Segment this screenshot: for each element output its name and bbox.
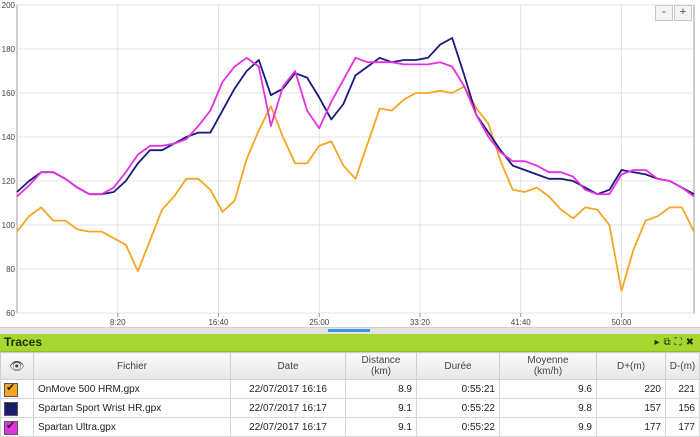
y-tick-label: 140 — [2, 133, 16, 142]
trace-moyenne: 9.8 — [499, 398, 597, 418]
x-tick-label: 25:00 — [309, 318, 330, 327]
table-row[interactable]: ✔ Spartan Sport Wrist HR.gpx 22/07/2017 16… — [0, 398, 700, 418]
y-tick-label: 60 — [6, 309, 15, 318]
trace-file: OnMove 500 HRM.gpx — [33, 379, 231, 399]
column-dplus[interactable]: D+(m) — [596, 352, 666, 380]
zoom-out-button[interactable]: - — [655, 5, 673, 21]
column-distance[interactable]: Distance (km) — [345, 352, 417, 380]
close-icon[interactable]: ✖ — [685, 337, 694, 348]
column-dminus[interactable]: D-(m) — [665, 352, 700, 380]
x-tick-label: 8:20 — [110, 318, 126, 327]
trace-dplus: 220 — [596, 379, 666, 399]
trace-distance: 8.9 — [345, 379, 417, 399]
trace-moyenne: 9.6 — [499, 379, 597, 399]
expand-icon[interactable]: ⛶ — [674, 337, 682, 348]
eye-icon: 👁 — [9, 359, 25, 373]
pin-icon[interactable]: ▸ — [654, 337, 660, 348]
trace-duree: 0:55:21 — [416, 379, 500, 399]
series-line-1 — [16, 85, 695, 292]
chart-svg: 60 80 100 120 140 160 180 200 8:20 16:40 25:00 33:2… — [2, 1, 695, 327]
trace-visibility-cell[interactable]: ✔ — [0, 379, 34, 399]
column-duree[interactable]: Durée — [416, 352, 500, 380]
trace-color-swatch[interactable]: ✔ — [4, 419, 18, 435]
panel-header-icons: ▸ ⧉ ⛶ ✖ — [654, 337, 694, 348]
x-tick-label: 33:20 — [410, 318, 431, 327]
y-tick-label: 200 — [2, 1, 16, 10]
heart-rate-chart[interactable]: 60 80 100 120 140 160 180 200 8:20 16:40 25:00 33:2… — [0, 0, 700, 327]
detach-icon[interactable]: ⧉ — [663, 337, 671, 348]
x-tick-label: 16:40 — [208, 318, 229, 327]
trace-date: 22/07/2017 16:16 — [230, 379, 346, 399]
y-tick-label: 160 — [2, 89, 16, 98]
column-moyenne[interactable]: Moyenne (km/h) — [499, 352, 597, 380]
y-tick-label: 80 — [6, 265, 15, 274]
traces-panel-header: Traces ▸ ⧉ ⛶ ✖ — [0, 334, 700, 352]
trace-duree: 0:55:22 — [416, 398, 500, 418]
trace-dplus: 157 — [596, 398, 666, 418]
trace-date: 22/07/2017 16:17 — [230, 398, 346, 418]
trace-file: Spartan Sport Wrist HR.gpx — [33, 398, 231, 418]
splitter-grip[interactable] — [328, 329, 370, 332]
visibility-column-header[interactable]: 👁 — [0, 352, 34, 380]
trace-dminus: 156 — [665, 398, 700, 418]
y-tick-label: 180 — [2, 45, 16, 54]
traces-table: 👁 Fichier Date Distance (km) Durée Moyenn… — [0, 352, 700, 437]
checkbox-checked-icon: ✔ — [6, 400, 16, 413]
series-line-3 — [16, 56, 695, 198]
zoom-controls: - + — [654, 5, 692, 21]
distance-unit: (km) — [371, 366, 391, 377]
checkbox-checked-icon: ✔ — [6, 381, 16, 394]
trace-color-swatch[interactable]: ✔ — [4, 400, 18, 416]
traces-panel-title: Traces — [4, 335, 43, 349]
distance-label: Distance — [361, 355, 401, 366]
checkbox-checked-icon: ✔ — [6, 419, 16, 432]
trace-visibility-cell[interactable]: ✔ — [0, 417, 34, 437]
table-row[interactable]: ✔ OnMove 500 HRM.gpx 22/07/2017 16:16 8.9 0:… — [0, 379, 700, 399]
trace-dminus: 221 — [665, 379, 700, 399]
trace-color-swatch[interactable]: ✔ — [4, 381, 18, 397]
y-tick-label: 100 — [2, 221, 16, 230]
x-tick-label: 50:00 — [611, 318, 632, 327]
moyenne-label: Moyenne — [527, 355, 569, 366]
traces-panel: Traces ▸ ⧉ ⛶ ✖ 👁 Fichier Date Distance (k… — [0, 334, 700, 437]
panel-splitter[interactable] — [0, 327, 700, 334]
column-date[interactable]: Date — [230, 352, 346, 380]
column-fichier[interactable]: Fichier — [33, 352, 231, 380]
zoom-in-button[interactable]: + — [674, 5, 692, 21]
table-header-row: 👁 Fichier Date Distance (km) Durée Moyenn… — [0, 352, 700, 380]
moyenne-unit: (km/h) — [533, 366, 563, 377]
plot-area — [16, 4, 695, 314]
x-tick-label: 41:40 — [511, 318, 532, 327]
trace-distance: 9.1 — [345, 398, 417, 418]
trace-visibility-cell[interactable]: ✔ — [0, 398, 34, 418]
y-tick-label: 120 — [2, 177, 16, 186]
